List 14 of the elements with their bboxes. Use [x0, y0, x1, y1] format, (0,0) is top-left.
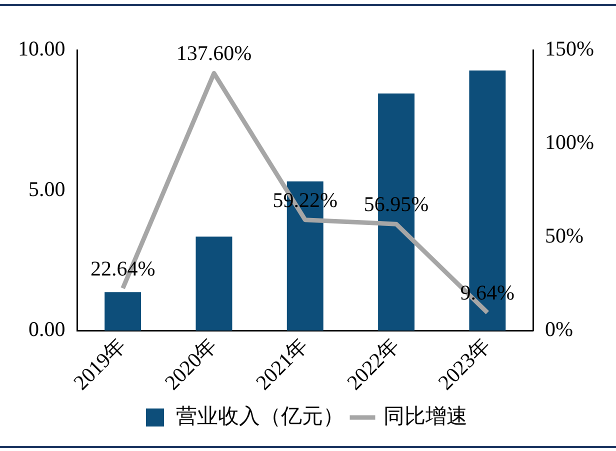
legend-label: 同比增速	[384, 404, 468, 428]
y-tick-label: 10.00	[18, 36, 66, 61]
y2-tick-label: 100%	[545, 130, 594, 154]
y-tick-label: 5.00	[28, 176, 66, 201]
data-label: 22.64%	[90, 256, 156, 280]
data-label: 59.22%	[272, 188, 338, 212]
data-label: 137.60%	[176, 41, 252, 66]
y2-tick-label: 50%	[545, 224, 584, 248]
y2-tick-label: 0%	[545, 317, 574, 342]
y2-tick-label: 150%	[545, 36, 594, 61]
bar	[196, 236, 232, 331]
bar	[104, 292, 142, 331]
legend-label: 营业收入（亿元）	[176, 404, 344, 428]
y-tick-label: 0.00	[28, 317, 66, 342]
